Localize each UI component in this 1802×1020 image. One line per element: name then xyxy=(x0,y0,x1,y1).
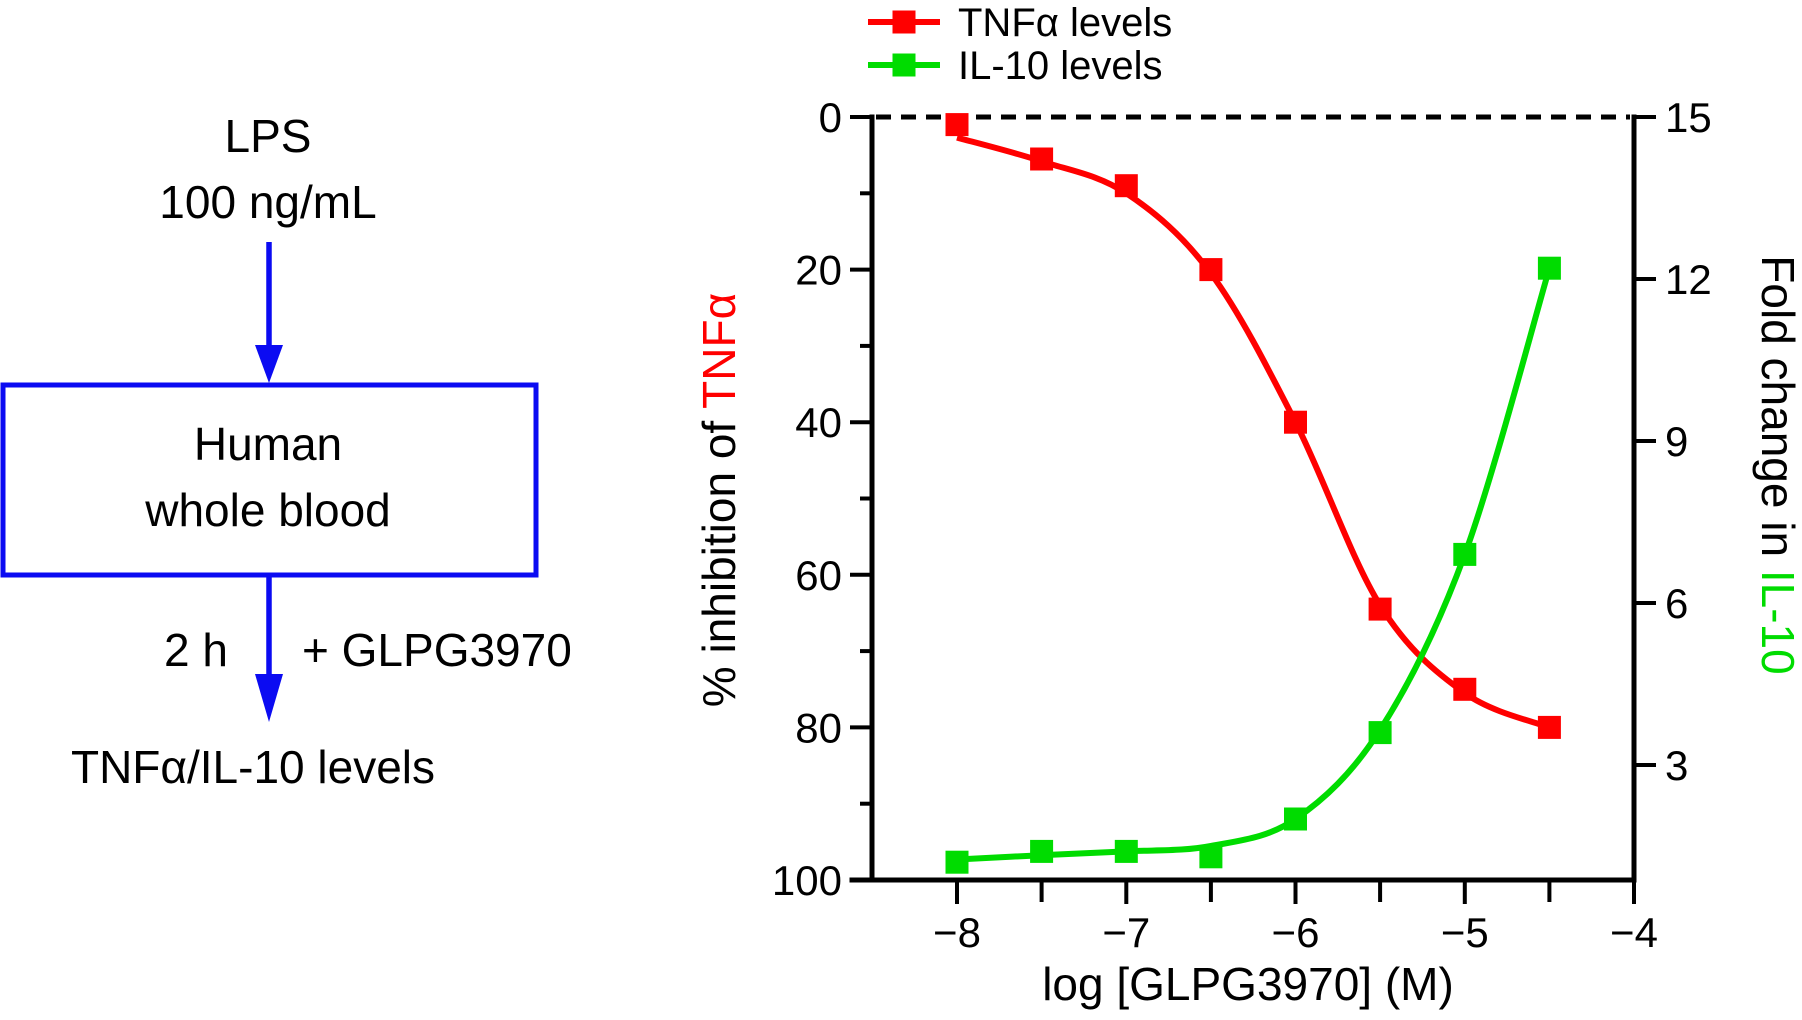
left-axis-tick-label: 100 xyxy=(772,857,842,904)
tnfa-data-point xyxy=(1030,147,1054,171)
il10-data-point xyxy=(1537,256,1561,280)
tnfa-data-point xyxy=(1114,174,1138,198)
box-label-line1: Human xyxy=(194,418,342,470)
arrow-head xyxy=(255,345,283,383)
tnfa-data-point xyxy=(1284,410,1307,434)
incubation-time-label: 2 h xyxy=(164,624,228,676)
compound-label: + GLPG3970 xyxy=(302,624,572,676)
x-axis-tick-label: −5 xyxy=(1441,909,1489,956)
legend-item: IL-10 levels xyxy=(868,44,1163,88)
right-axis-tick-label: 6 xyxy=(1665,580,1688,627)
il10-data-point xyxy=(1030,839,1054,863)
il10-data-point xyxy=(1368,721,1392,745)
x-axis-tick-label: −7 xyxy=(1102,909,1150,956)
axes: 0 20 40 60 80 100 15 12 9 6 3 −8 −7 −6 −5 −4 xyxy=(772,94,1712,956)
x-axis-tick-label: −4 xyxy=(1610,909,1658,956)
legend-item: TNFα levels xyxy=(868,1,1172,45)
left-axis-title-prefix: % inhibition of xyxy=(693,409,745,707)
right-axis-title-highlight: IL-10 xyxy=(1752,570,1802,675)
legend-square-marker xyxy=(892,53,916,77)
left-axis-tick-label: 40 xyxy=(795,399,842,446)
tnfa-data-point xyxy=(945,113,969,137)
tnfa-data-point xyxy=(1453,677,1477,701)
left-axis-title-highlight: TNFα xyxy=(693,293,745,409)
readout-label: TNFα/IL-10 levels xyxy=(71,741,435,793)
down-arrow-icon xyxy=(255,242,283,383)
box-label-line2: whole blood xyxy=(144,484,391,536)
tnfa-fit-curve xyxy=(956,134,1551,731)
legend-label: TNFα levels xyxy=(958,1,1172,45)
il10-data-point xyxy=(1453,542,1477,566)
arrow-head xyxy=(255,674,283,722)
stimulus-label-line1: LPS xyxy=(225,110,312,162)
x-axis-title: log [GLPG3970] (M) xyxy=(1042,958,1454,1010)
il10-data-point xyxy=(1284,807,1307,831)
left-axis-tick-label: 20 xyxy=(795,247,842,294)
left-axis-tick-label: 0 xyxy=(819,94,842,141)
dose-response-chart: 0 20 40 60 80 100 15 12 9 6 3 −8 −7 −6 −5 −4 TNFα level… xyxy=(693,1,1802,1010)
legend-label: IL-10 levels xyxy=(958,44,1163,88)
il10-data-point xyxy=(1199,845,1223,869)
stimulus-label-line2: 100 ng/mL xyxy=(159,176,376,228)
right-axis-tick-label: 9 xyxy=(1665,418,1688,465)
left-axis-tick-label: 60 xyxy=(795,552,842,599)
left-axis-title: % inhibition of TNFα xyxy=(693,293,745,707)
x-axis-tick-label: −8 xyxy=(933,909,981,956)
right-axis-title: Fold change in IL-10 xyxy=(1752,255,1802,674)
tnfa-data-point xyxy=(1368,597,1392,621)
legend-square-marker xyxy=(892,10,916,34)
right-axis-tick-label: 12 xyxy=(1665,256,1712,303)
flow-diagram: LPS 100 ng/mL Human whole blood 2 h + GL… xyxy=(0,110,572,793)
tnfa-data-point xyxy=(1199,258,1223,282)
il10-data-point xyxy=(1114,839,1138,863)
right-axis-tick-label: 3 xyxy=(1665,742,1688,789)
down-arrow-icon xyxy=(255,577,283,722)
right-axis-title-prefix: Fold change in xyxy=(1752,255,1802,570)
series-curves xyxy=(945,113,1561,874)
x-axis-tick-label: −6 xyxy=(1272,909,1320,956)
tnfa-data-point xyxy=(1537,715,1561,739)
left-axis-tick-label: 80 xyxy=(795,704,842,751)
human-whole-blood-box xyxy=(0,382,539,578)
right-axis-tick-label: 15 xyxy=(1665,94,1712,141)
il10-data-point xyxy=(945,850,969,874)
